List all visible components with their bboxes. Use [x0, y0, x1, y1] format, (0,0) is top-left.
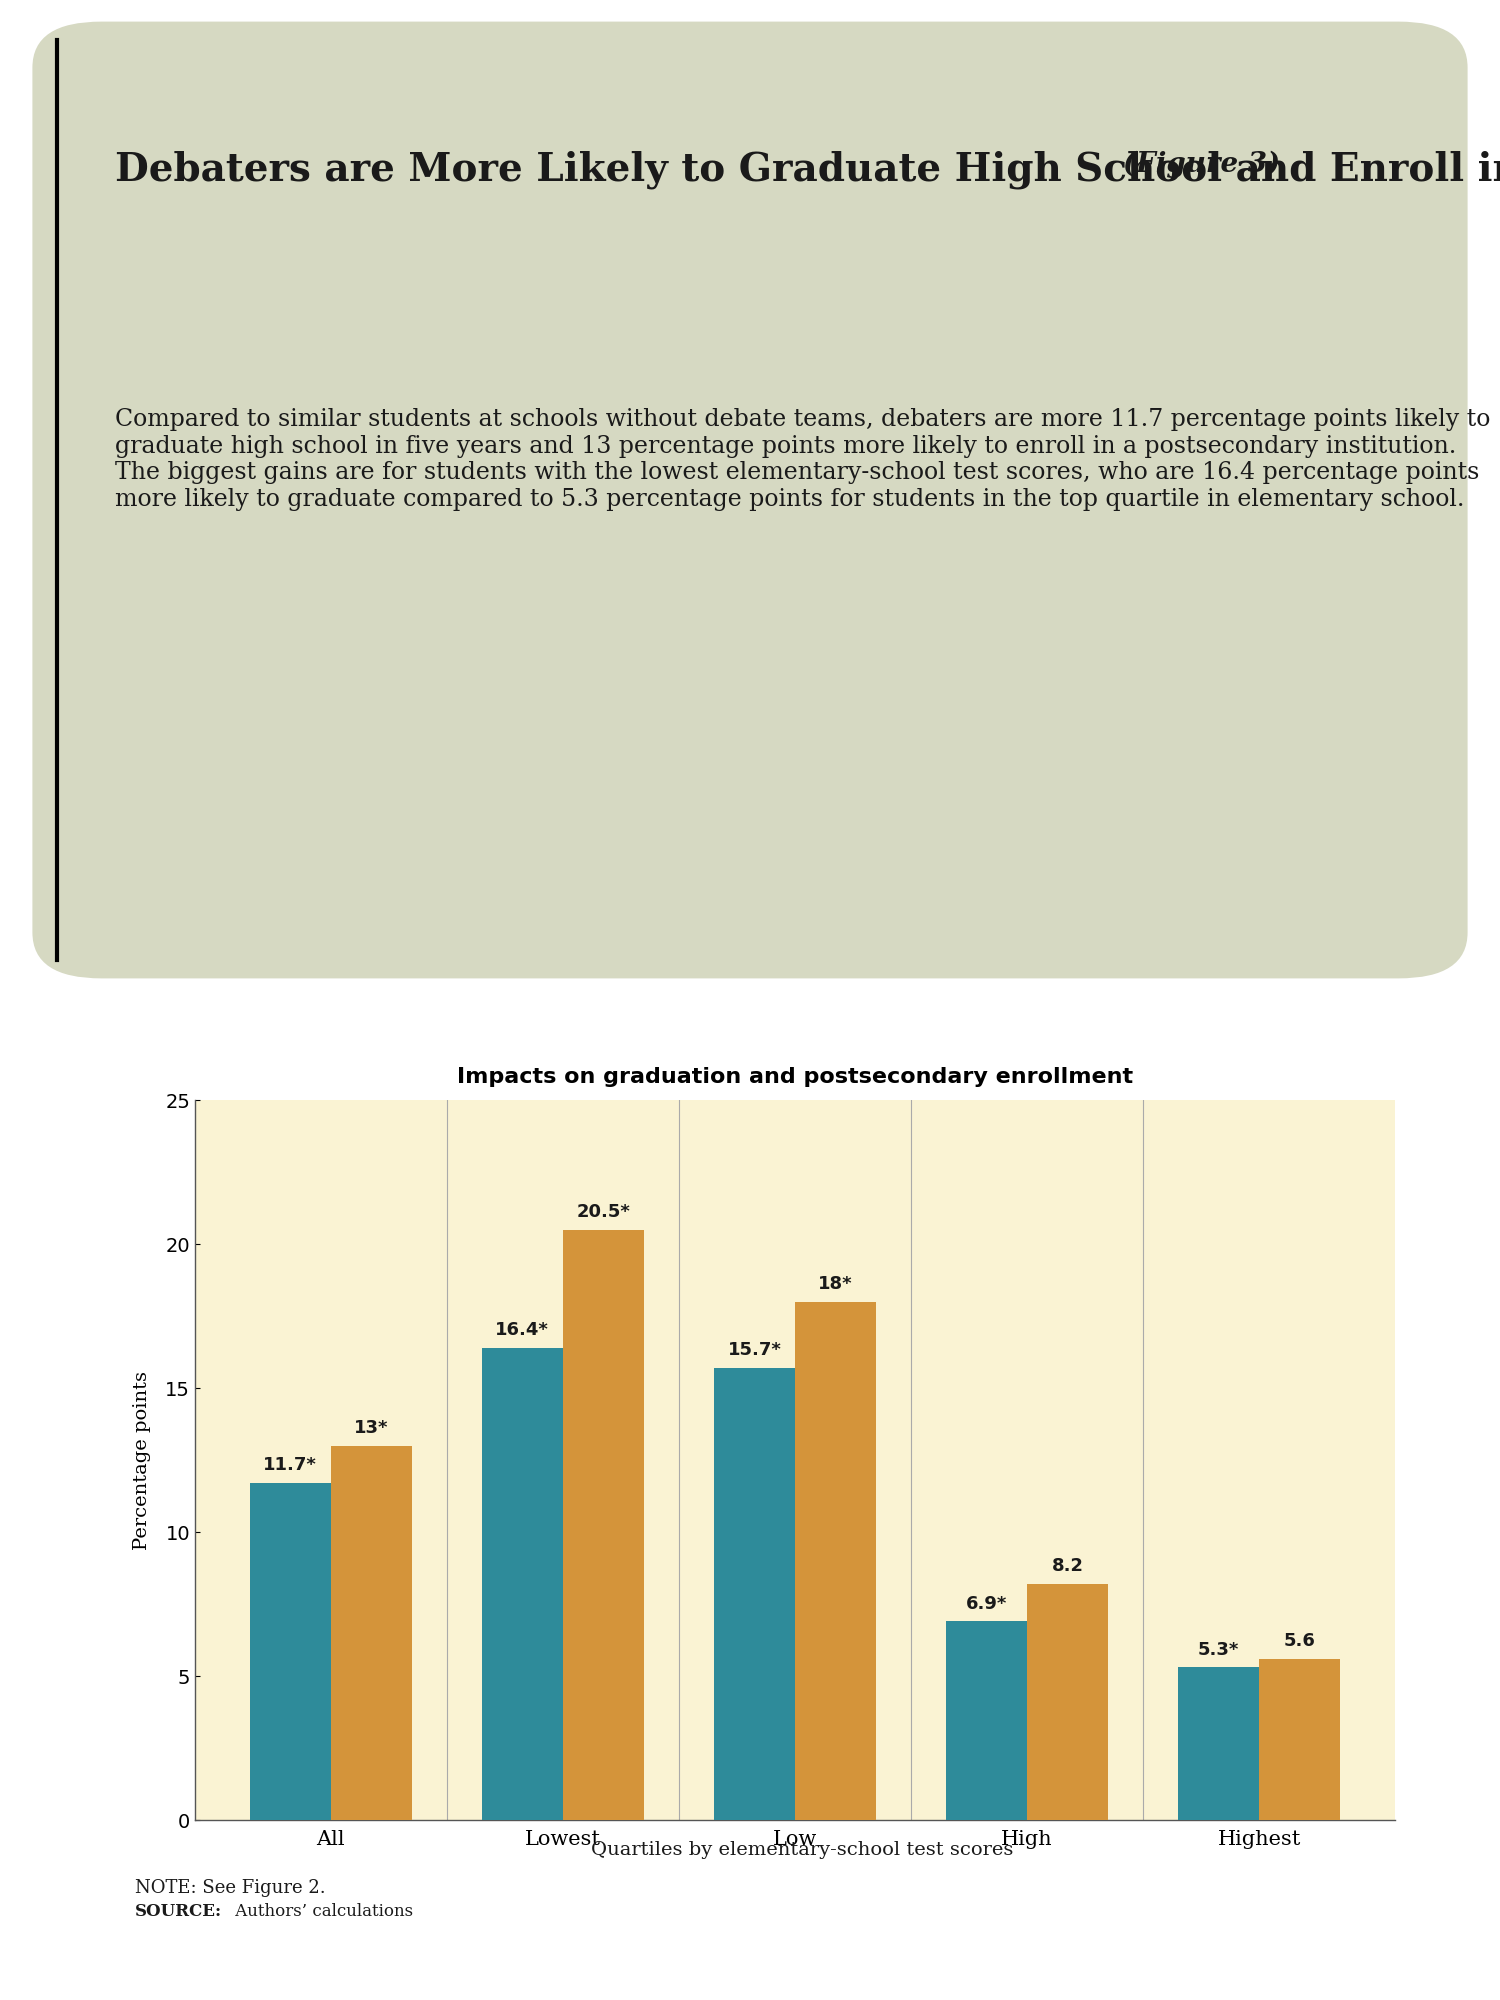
- Text: Authors’ calculations: Authors’ calculations: [230, 1904, 412, 1920]
- Text: Quartiles by elementary-school test scores: Quartiles by elementary-school test scor…: [591, 1840, 1014, 1860]
- Bar: [795, 1302, 876, 1820]
- Text: 13*: 13*: [354, 1418, 388, 1436]
- Bar: [1028, 1584, 1108, 1820]
- Text: 6.9*: 6.9*: [966, 1594, 1006, 1612]
- Text: 18*: 18*: [819, 1274, 854, 1292]
- Title: Impacts on graduation and postsecondary enrollment: Impacts on graduation and postsecondary …: [458, 1068, 1132, 1088]
- FancyBboxPatch shape: [33, 22, 1467, 978]
- Text: NOTE: See Figure 2.: NOTE: See Figure 2.: [135, 1880, 326, 1896]
- Bar: [1178, 1668, 1258, 1820]
- Text: 11.7*: 11.7*: [262, 1456, 316, 1474]
- Bar: [946, 1622, 1028, 1820]
- Text: 16.4*: 16.4*: [495, 1322, 549, 1340]
- Text: Compared to similar students at schools without debate teams, debaters are more : Compared to similar students at schools …: [116, 408, 1491, 510]
- Bar: [1258, 1658, 1341, 1820]
- Text: 8.2: 8.2: [1052, 1558, 1083, 1576]
- Text: 15.7*: 15.7*: [728, 1342, 782, 1360]
- Bar: [332, 1446, 412, 1820]
- Text: Debaters are More Likely to Graduate High School and Enroll in College: Debaters are More Likely to Graduate Hig…: [116, 150, 1500, 188]
- Bar: [249, 1484, 332, 1820]
- Text: 5.3*: 5.3*: [1198, 1640, 1239, 1658]
- Bar: [714, 1368, 795, 1820]
- Text: (Figure 3): (Figure 3): [1122, 150, 1280, 178]
- Bar: [482, 1348, 562, 1820]
- Text: 5.6: 5.6: [1284, 1632, 1316, 1650]
- Text: 20.5*: 20.5*: [576, 1202, 630, 1220]
- Y-axis label: Percentage points: Percentage points: [134, 1370, 152, 1550]
- Bar: [562, 1230, 644, 1820]
- Text: SOURCE:: SOURCE:: [135, 1904, 222, 1920]
